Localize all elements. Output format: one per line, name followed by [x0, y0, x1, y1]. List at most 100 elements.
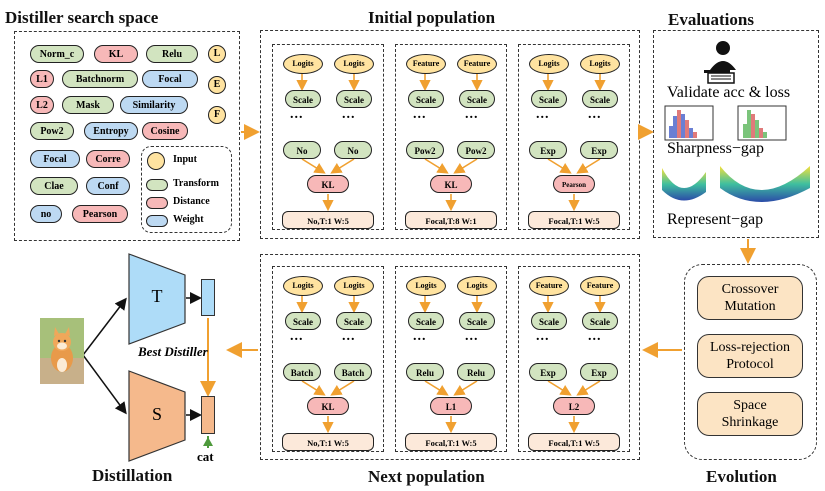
- transform-node: Scale: [531, 90, 567, 108]
- protocol-label: Protocol: [726, 357, 774, 372]
- search-space-item: Pearson: [72, 205, 128, 223]
- cat-image: [40, 318, 84, 384]
- input-node: Logits: [334, 276, 374, 296]
- input-node: Feature: [457, 54, 497, 74]
- input-node: Logits: [283, 276, 323, 296]
- transform-node: Pow2: [406, 141, 444, 159]
- search-space-item: Clae: [30, 177, 78, 195]
- next-population-candidate: [395, 266, 507, 452]
- evolution-box: [684, 264, 817, 460]
- transform-node: Scale: [582, 312, 618, 330]
- input-circle-e: E: [208, 76, 226, 94]
- distance-node: L1: [430, 397, 472, 415]
- search-space-item: Cosine: [142, 122, 188, 140]
- distance-node: L2: [553, 397, 595, 415]
- search-space-item: Conf: [86, 177, 130, 195]
- search-space-item: Mask: [62, 96, 114, 114]
- weight-node: No,T:1 W:5: [282, 211, 374, 229]
- search-space-item: Norm_c: [30, 45, 84, 63]
- initial-population-candidate: [272, 44, 384, 230]
- input-circle-l: L: [208, 45, 226, 63]
- evaluations-title: Evaluations: [668, 10, 754, 29]
- validate-text: Validate acc & loss: [667, 84, 791, 101]
- search-space-item: Relu: [146, 45, 198, 63]
- input-node: Logits: [457, 276, 497, 296]
- initial-population-title: Initial population: [368, 8, 496, 27]
- legend-box: [141, 146, 232, 233]
- next-population-candidate: [272, 266, 384, 452]
- next-population-title: Next population: [368, 467, 485, 486]
- candidate-arrows: [542, 294, 606, 434]
- transform-node: Scale: [582, 90, 618, 108]
- transform-node: Scale: [531, 312, 567, 330]
- histogram-right: [737, 105, 787, 141]
- input-node: Logits: [283, 54, 323, 74]
- ellipsis-right: ...: [588, 107, 602, 122]
- candidate-arrows: [296, 294, 360, 434]
- weight-node: Focal,T:8 W:1: [405, 211, 497, 229]
- weight-node: Focal,T:1 W:5: [528, 433, 620, 451]
- loss-landscape-icons: [662, 166, 810, 202]
- search-space-title: Distiller search space: [5, 8, 159, 27]
- transform-node: No: [283, 141, 321, 159]
- crossover-mutation-box: Crossover Mutation: [697, 276, 803, 320]
- legend-distance-label: Distance: [173, 196, 210, 207]
- distillation-title: Distillation: [92, 466, 173, 485]
- legend-weight-swatch: [146, 215, 168, 227]
- weight-node: Focal,T:1 W:5: [528, 211, 620, 229]
- transform-node: Scale: [459, 90, 495, 108]
- ellipsis-right: ...: [588, 329, 602, 344]
- input-node: Logits: [334, 54, 374, 74]
- user-computer-icon: [704, 41, 736, 84]
- transform-node: Scale: [336, 90, 372, 108]
- candidate-arrows: [419, 294, 483, 434]
- input-node: Logits: [580, 54, 620, 74]
- transform-node: No: [334, 141, 372, 159]
- input-node: Feature: [406, 54, 446, 74]
- transform-node: Relu: [406, 363, 444, 381]
- teacher-output: [201, 279, 215, 316]
- search-space-item: Entropy: [84, 122, 138, 140]
- legend-weight-label: Weight: [173, 214, 204, 225]
- transform-node: Pow2: [457, 141, 495, 159]
- legend-distance-swatch: [146, 197, 168, 209]
- ellipsis-right: ...: [465, 329, 479, 344]
- transform-node: Scale: [408, 90, 444, 108]
- transform-node: Scale: [285, 90, 321, 108]
- input-circle-f: F: [208, 106, 226, 124]
- loss-rejection-box: Loss-rejection Protocol: [697, 334, 803, 378]
- distance-node: KL: [307, 397, 349, 415]
- best-distiller-label: Best Distiller: [138, 344, 208, 359]
- arrow-image-to-student: [82, 354, 127, 415]
- represent-text: Represent−gap: [667, 211, 764, 228]
- candidate-arrows: [542, 72, 606, 212]
- space-shrinkage-box: Space Shrinkage: [697, 392, 803, 436]
- next-population-candidate: [518, 266, 630, 452]
- space-label: Space: [733, 398, 767, 413]
- transform-node: Exp: [529, 363, 567, 381]
- ellipsis-right: ...: [342, 329, 356, 344]
- ellipsis-left: ...: [536, 107, 550, 122]
- transform-node: Scale: [408, 312, 444, 330]
- legend-input-swatch: [147, 152, 165, 170]
- search-space-item: L2: [30, 96, 54, 114]
- ellipsis-left: ...: [290, 329, 304, 344]
- sharpness-text: Sharpness−gap: [667, 140, 765, 157]
- histogram-left: [664, 105, 714, 141]
- search-space-item: KL: [94, 45, 138, 63]
- search-space-item: Focal: [30, 150, 80, 168]
- teacher-label: T: [151, 286, 163, 306]
- search-space-box: [14, 31, 240, 241]
- ellipsis-right: ...: [465, 107, 479, 122]
- loss-rejection-label: Loss-rejection: [709, 340, 791, 355]
- evolution-title: Evolution: [706, 467, 777, 486]
- teacher-network: [128, 253, 186, 345]
- legend-transform-swatch: [146, 179, 168, 191]
- search-space-item: Corre: [86, 150, 130, 168]
- search-space-item: L1: [30, 70, 54, 88]
- input-node: Logits: [529, 54, 569, 74]
- transform-node: Scale: [459, 312, 495, 330]
- transform-node: Batch: [283, 363, 321, 381]
- initial-population-candidate: [518, 44, 630, 230]
- transform-node: Exp: [580, 363, 618, 381]
